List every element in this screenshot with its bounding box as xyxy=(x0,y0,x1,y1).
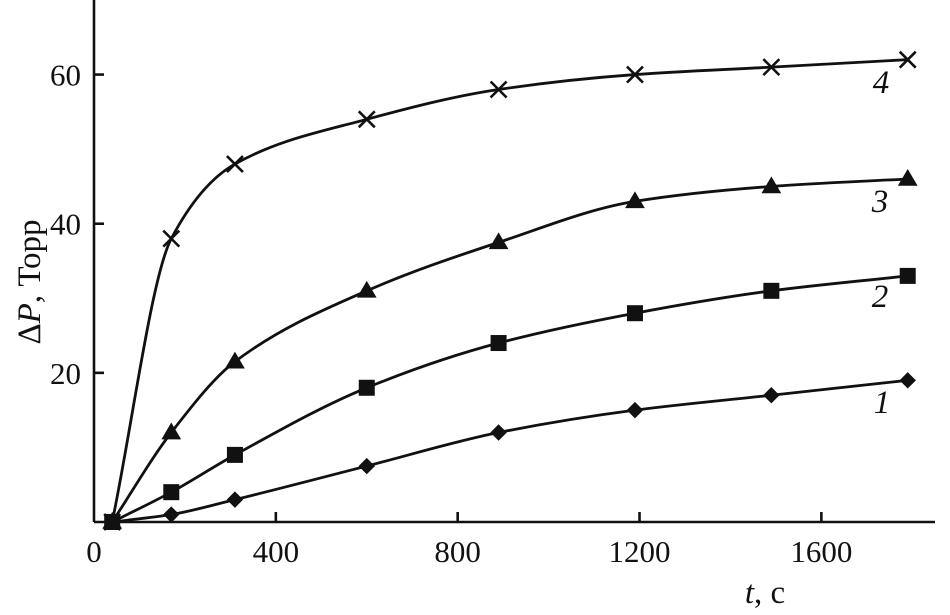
series-3-point xyxy=(225,351,245,369)
series-4-point xyxy=(357,110,376,129)
series-3-point xyxy=(897,168,918,186)
axes xyxy=(92,0,935,524)
series-4-point xyxy=(162,229,181,248)
series-2-line xyxy=(111,274,908,524)
series-2-point xyxy=(226,446,243,463)
series-label-2: 2 xyxy=(872,279,889,315)
series-1-point xyxy=(899,372,916,389)
series-3-point xyxy=(488,232,509,250)
x-tick-label: 1600 xyxy=(790,534,852,569)
y-tick-label: 40 xyxy=(50,207,81,242)
series-2-point xyxy=(358,379,375,396)
series-4-point xyxy=(489,80,508,99)
series-1-point xyxy=(358,457,375,475)
series-label-4: 4 xyxy=(873,65,890,101)
ticks: 0 400 800 1200 1600 20 40 60 xyxy=(50,58,852,569)
series-1-point xyxy=(490,424,507,441)
series-2-point xyxy=(763,282,780,299)
series-4-point xyxy=(762,58,781,77)
y-tick-label: 60 xyxy=(50,58,81,93)
series-4-point xyxy=(626,65,644,84)
x-tick-label: 0 xyxy=(86,534,102,569)
series-3-point xyxy=(761,176,782,194)
series-label-1: 1 xyxy=(874,385,891,421)
series-4-point xyxy=(103,513,122,531)
series-4-point xyxy=(226,155,244,173)
y-tick-label: 20 xyxy=(50,356,81,391)
series-3-point xyxy=(356,280,377,298)
series-4-point xyxy=(898,50,917,69)
x-axis-title: t, с xyxy=(745,575,785,611)
series-2-point xyxy=(490,335,507,352)
series-2-point xyxy=(163,484,180,501)
series-3-line xyxy=(111,177,908,523)
series-2-point xyxy=(626,305,643,322)
series-label-3: 3 xyxy=(871,184,889,220)
y-axis-title: ΔP, Торр xyxy=(12,219,48,344)
series-markers xyxy=(102,50,918,531)
series-1-point xyxy=(226,491,244,508)
x-tick-label: 800 xyxy=(434,534,481,569)
series-labels: 1 2 3 4 xyxy=(871,65,891,421)
series-1-point xyxy=(163,506,180,523)
series-1-point xyxy=(626,401,644,419)
x-tick-label: 1200 xyxy=(609,534,671,569)
series-3-point xyxy=(625,191,645,209)
x-tick-label: 400 xyxy=(253,534,300,569)
series-3-point xyxy=(161,422,182,440)
series-1-point xyxy=(763,387,780,404)
series-2-point xyxy=(899,267,916,284)
series-4-line xyxy=(110,58,908,523)
